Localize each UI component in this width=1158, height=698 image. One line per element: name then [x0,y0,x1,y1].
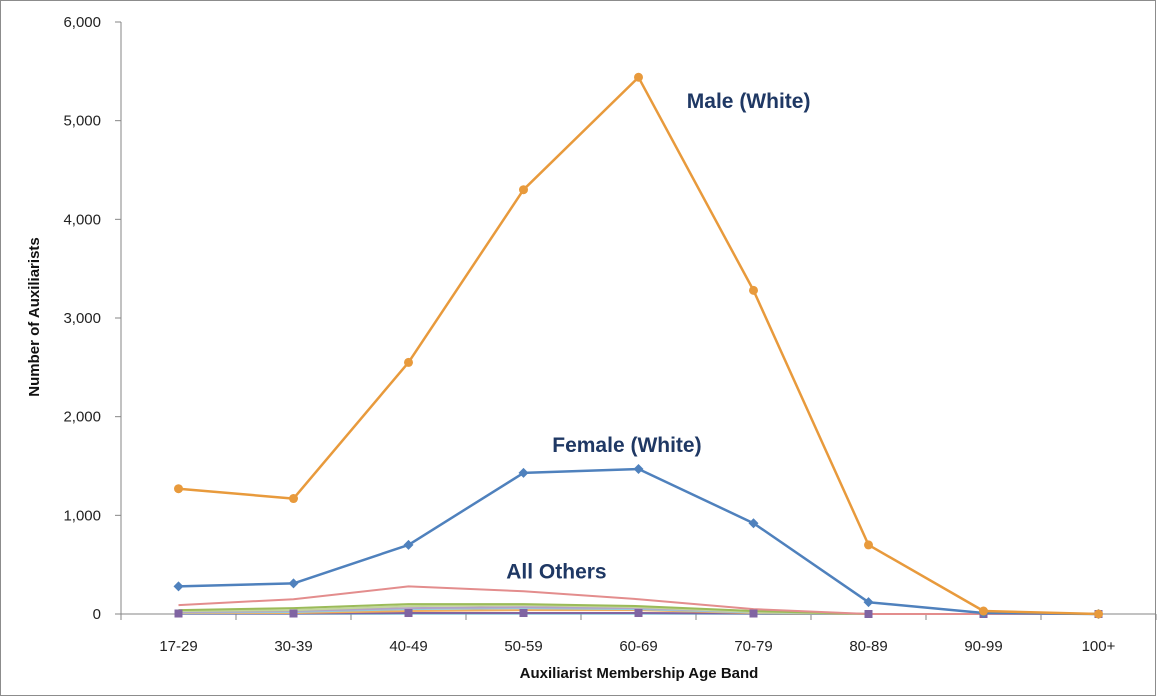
data-point [634,609,643,618]
data-point [518,467,529,478]
data-point [748,518,759,529]
y-tick-label: 1,000 [63,507,101,524]
y-tick-label: 2,000 [63,409,101,426]
data-point [749,609,758,618]
y-tick-labels: 0 1,000 2,000 3,000 4,000 5,000 6,000 [63,14,101,623]
x-tick-label: 60-69 [619,638,657,655]
data-point [403,539,414,550]
annotations: Male (White) Female (White) All Others [506,90,810,584]
data-point [289,609,298,618]
x-tick-label: 50-59 [504,638,542,655]
x-tick-label: 17-29 [159,638,197,655]
series-line-1 [178,76,1099,616]
data-point [864,610,873,618]
data-point [979,606,988,616]
series-markers [173,72,1104,619]
data-point [174,609,183,618]
data-point [863,597,874,608]
data-point [634,72,643,82]
data-point [174,484,183,494]
data-point [173,581,184,592]
y-tick-label: 6,000 [63,14,101,31]
data-point [289,494,298,504]
series-annotation: Male (White) [687,90,811,113]
x-tick-label: 80-89 [849,638,887,655]
x-tick-label: 30-39 [274,638,312,655]
y-tick-label: 3,000 [63,310,101,327]
series-line-2 [178,467,1099,616]
x-tick-label: 100+ [1082,638,1116,655]
data-point [404,357,413,367]
x-axis-title: Auxiliarist Membership Age Band [520,665,759,682]
x-tick-label: 40-49 [389,638,427,655]
x-tick-labels: 17-29 30-39 40-49 50-59 60-69 70-79 80-89 90-99… [159,638,1115,655]
x-tick-label: 70-79 [734,638,772,655]
series-line-3 [178,585,1099,615]
y-tick-label: 4,000 [63,211,101,228]
data-point [288,578,299,589]
data-point [519,185,528,195]
data-point [1094,609,1103,619]
y-tick-label: 0 [93,606,101,623]
series-annotation: Female (White) [552,434,701,457]
data-point [404,609,413,618]
x-tick-label: 90-99 [964,638,1002,655]
series-annotation: All Others [506,560,606,583]
data-point [519,609,528,618]
data-point [633,463,644,474]
y-axis-title: Number of Auxiliarists [26,237,43,396]
series-lines [178,76,1099,616]
data-point [749,285,758,295]
data-point [864,540,873,550]
axes [115,21,1157,620]
y-tick-label: 5,000 [63,113,101,130]
